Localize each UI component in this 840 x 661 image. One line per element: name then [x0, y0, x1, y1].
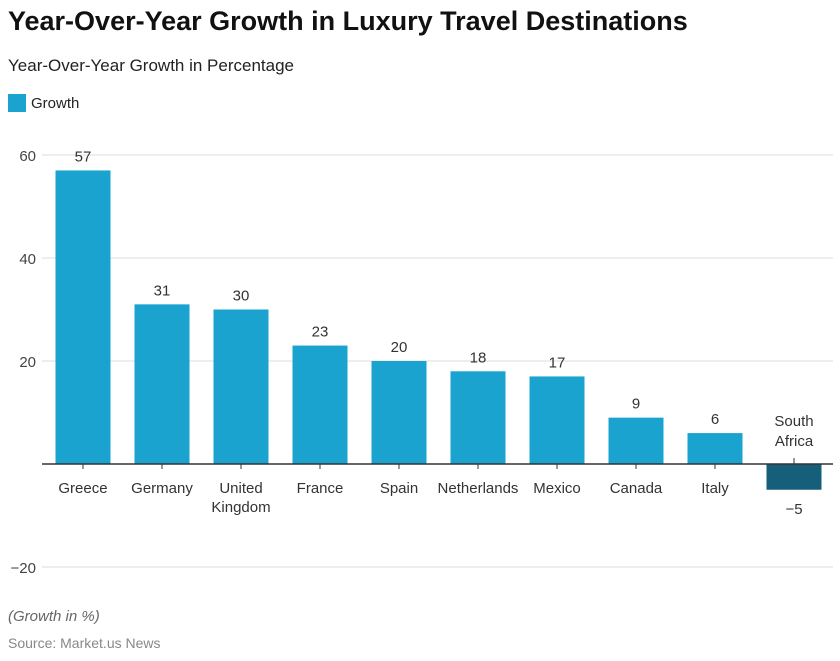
legend-swatch: [8, 94, 26, 112]
chart-subtitle: Year-Over-Year Growth in Percentage: [8, 56, 295, 75]
legend-label: Growth: [31, 94, 80, 112]
data-label: 23: [312, 324, 329, 341]
x-tick-label: Kingdom: [211, 499, 270, 516]
bar: [371, 361, 427, 464]
x-tick-label: Spain: [380, 480, 418, 497]
legend: Growth: [8, 94, 79, 112]
x-tick-label: Canada: [610, 480, 663, 497]
x-tick-label: United: [219, 480, 262, 497]
bar: [529, 376, 585, 464]
data-label: 20: [391, 339, 408, 356]
bar: [766, 464, 822, 490]
chart-title: Year-Over-Year Growth in Luxury Travel D…: [8, 6, 688, 36]
bar: [687, 433, 743, 464]
data-label: 6: [711, 411, 719, 428]
x-tick-label: Africa: [775, 433, 814, 450]
bar: [608, 417, 664, 464]
data-label: −5: [785, 501, 802, 518]
x-tick-label: South: [774, 413, 813, 430]
data-label: 30: [233, 288, 250, 305]
chart-plot: −20 20 40 60 57 Greece 31 Germany 30 United Kingdo…: [11, 148, 833, 577]
data-label: 18: [470, 349, 487, 366]
bar: [292, 345, 348, 464]
x-tick-label: Germany: [131, 480, 193, 497]
data-label: 57: [75, 148, 92, 165]
x-tick-label: Mexico: [533, 480, 581, 497]
x-tick-label: France: [297, 480, 344, 497]
bar: [134, 304, 190, 464]
x-tick-label: Netherlands: [438, 480, 519, 497]
data-label: 31: [154, 282, 171, 299]
bar: [213, 309, 269, 464]
bar: [55, 170, 111, 464]
y-tick-label: 60: [19, 148, 36, 165]
x-tick-label: Italy: [701, 480, 729, 497]
data-label: 9: [632, 396, 640, 413]
y-tick-label: 20: [19, 354, 36, 371]
y-tick-label: −20: [11, 560, 36, 577]
y-tick-label: 40: [19, 251, 36, 268]
chart-note: (Growth in %): [8, 608, 100, 625]
bar: [450, 371, 506, 464]
data-label: 17: [549, 354, 566, 371]
x-tick-label: Greece: [58, 480, 107, 497]
chart-source: Source: Market.us News: [8, 635, 161, 651]
